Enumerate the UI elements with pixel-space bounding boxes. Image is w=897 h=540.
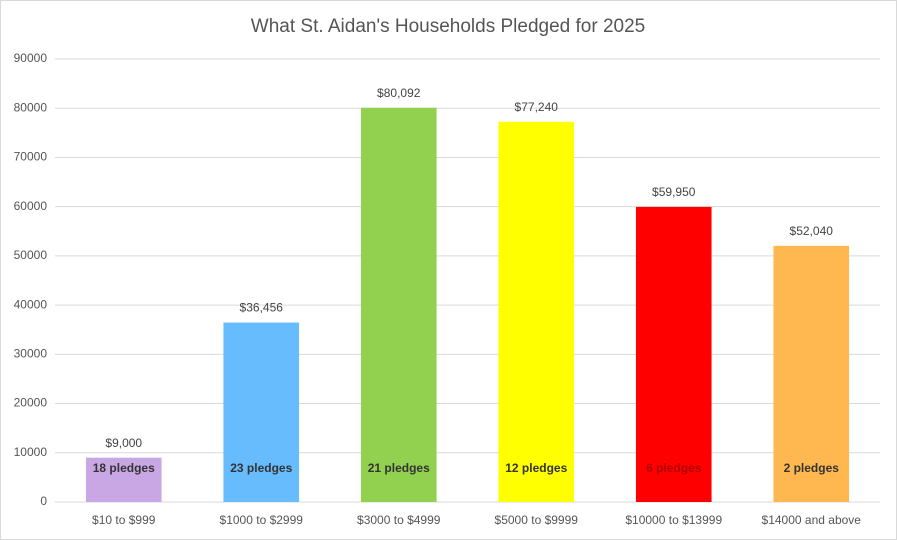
bar-label: 2 pledges (784, 461, 840, 475)
y-tick-label: 0 (40, 494, 47, 508)
y-tick-label: 90000 (14, 51, 48, 65)
bar-label: 12 pledges (505, 461, 567, 475)
value-label: $80,092 (377, 86, 421, 100)
y-tick-label: 40000 (14, 297, 48, 311)
x-tick-label: $1000 to $2999 (220, 513, 304, 527)
bar (635, 206, 712, 502)
y-tick-label: 70000 (14, 150, 48, 164)
x-tick-label: $5000 to $9999 (495, 513, 579, 527)
bar-label: 18 pledges (93, 461, 155, 475)
y-tick-label: 50000 (14, 248, 48, 262)
bar-label: 6 pledges (646, 461, 702, 475)
value-label: $59,950 (652, 185, 696, 199)
y-tick-label: 10000 (14, 445, 48, 459)
bar-label: 23 pledges (230, 461, 292, 475)
bar (360, 107, 437, 502)
x-tick-label: $3000 to $4999 (357, 513, 441, 527)
y-tick-label: 30000 (14, 347, 48, 361)
x-tick-label: $14000 and above (762, 513, 862, 527)
bar (498, 121, 575, 502)
y-tick-label: 60000 (14, 199, 48, 213)
bar-label: 21 pledges (368, 461, 430, 475)
x-tick-label: $10 to $999 (92, 513, 156, 527)
chart-title: What St. Aidan's Households Pledged for … (251, 16, 645, 37)
x-tick-label: $10000 to $13999 (625, 513, 722, 527)
bar (223, 322, 300, 502)
y-tick-label: 20000 (14, 396, 48, 410)
value-label: $9,000 (105, 436, 142, 450)
bar (85, 457, 162, 502)
value-label: $36,456 (240, 301, 284, 315)
y-tick-label: 80000 (14, 100, 48, 114)
value-label: $77,240 (515, 100, 559, 114)
bar (773, 245, 850, 503)
value-label: $52,040 (790, 224, 834, 238)
